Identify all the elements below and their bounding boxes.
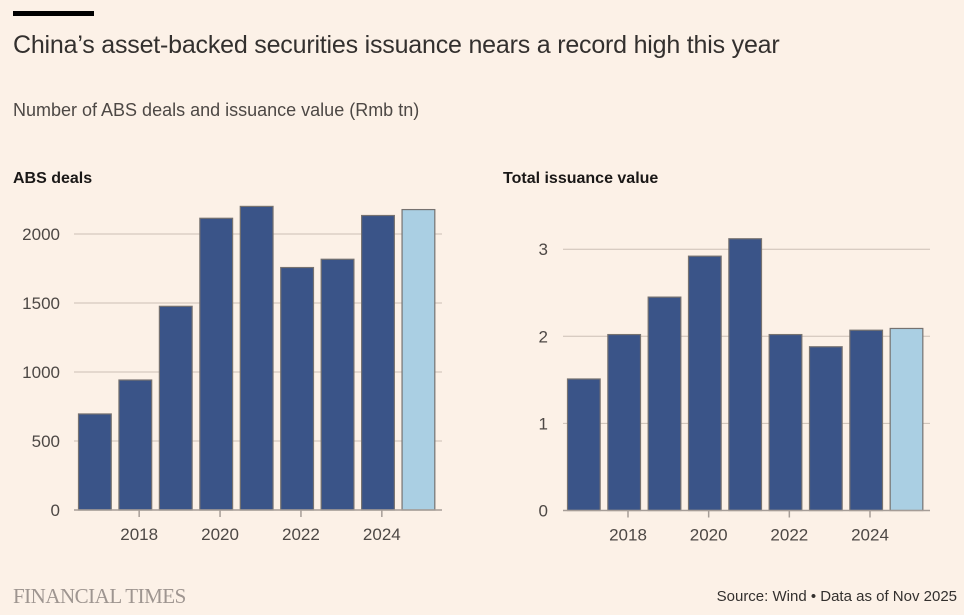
bar-deals-2025: [401, 208, 436, 511]
x-tick-label: 2020: [690, 526, 728, 545]
bar-deals-2022: [280, 266, 315, 511]
x-tick-label: 2018: [120, 525, 158, 544]
y-tick-label: 1500: [22, 294, 60, 313]
bar-deals-2017: [77, 413, 112, 511]
bar-value-2021: [728, 238, 763, 512]
x-tick-label: 2024: [851, 526, 889, 545]
bar-value-2022: [768, 333, 803, 512]
bar-deals-2021: [239, 205, 274, 511]
bar-value-2017: [566, 378, 601, 512]
source-note: Source: Wind • Data as of Nov 2025: [716, 588, 957, 605]
x-tick-label: 2020: [201, 525, 239, 544]
y-tick-label: 1: [539, 414, 548, 433]
bar-value-2020: [687, 255, 722, 512]
bar-value-2025: [889, 327, 924, 512]
bar-value-2019: [647, 296, 682, 512]
bar-deals-2023: [320, 258, 355, 511]
y-tick-label: 2000: [22, 225, 60, 244]
y-tick-label: 500: [32, 432, 60, 451]
x-tick-label: 2018: [609, 526, 647, 545]
chart-subtitle: Number of ABS deals and issuance value (…: [13, 100, 420, 120]
bar-deals-2024: [361, 214, 395, 511]
y-tick-label: 0: [51, 501, 60, 520]
y-tick-label: 1000: [22, 363, 60, 382]
x-tick-label: 2022: [282, 525, 320, 544]
x-tick-label: 2022: [770, 526, 808, 545]
bar-value-2024: [849, 329, 884, 512]
bar-deals-2018: [118, 379, 153, 511]
bar-deals-2019: [158, 305, 193, 511]
title-accent-bar: [13, 11, 94, 16]
bar-deals-2020: [199, 217, 234, 511]
bar-value-2023: [808, 346, 843, 512]
y-tick-label: 2: [539, 327, 548, 346]
ft-logo: FINANCIAL TIMES: [13, 584, 186, 608]
abs-deals-chart: 0 500 1000 1500 2000 2018 2020 2022 2024: [22, 205, 442, 544]
x-tick-label: 2024: [363, 525, 401, 544]
issuance-value-chart: 0 1 2 3 2018 2020 2022 2024: [539, 238, 930, 545]
y-tick-label: 3: [539, 240, 548, 259]
bar-value-2018: [607, 333, 642, 512]
left-panel-title: ABS deals: [13, 170, 93, 187]
y-tick-label: 0: [539, 502, 548, 521]
chart-title: China’s asset-backed securities issuance…: [13, 31, 780, 59]
right-panel-title: Total issuance value: [503, 170, 659, 187]
